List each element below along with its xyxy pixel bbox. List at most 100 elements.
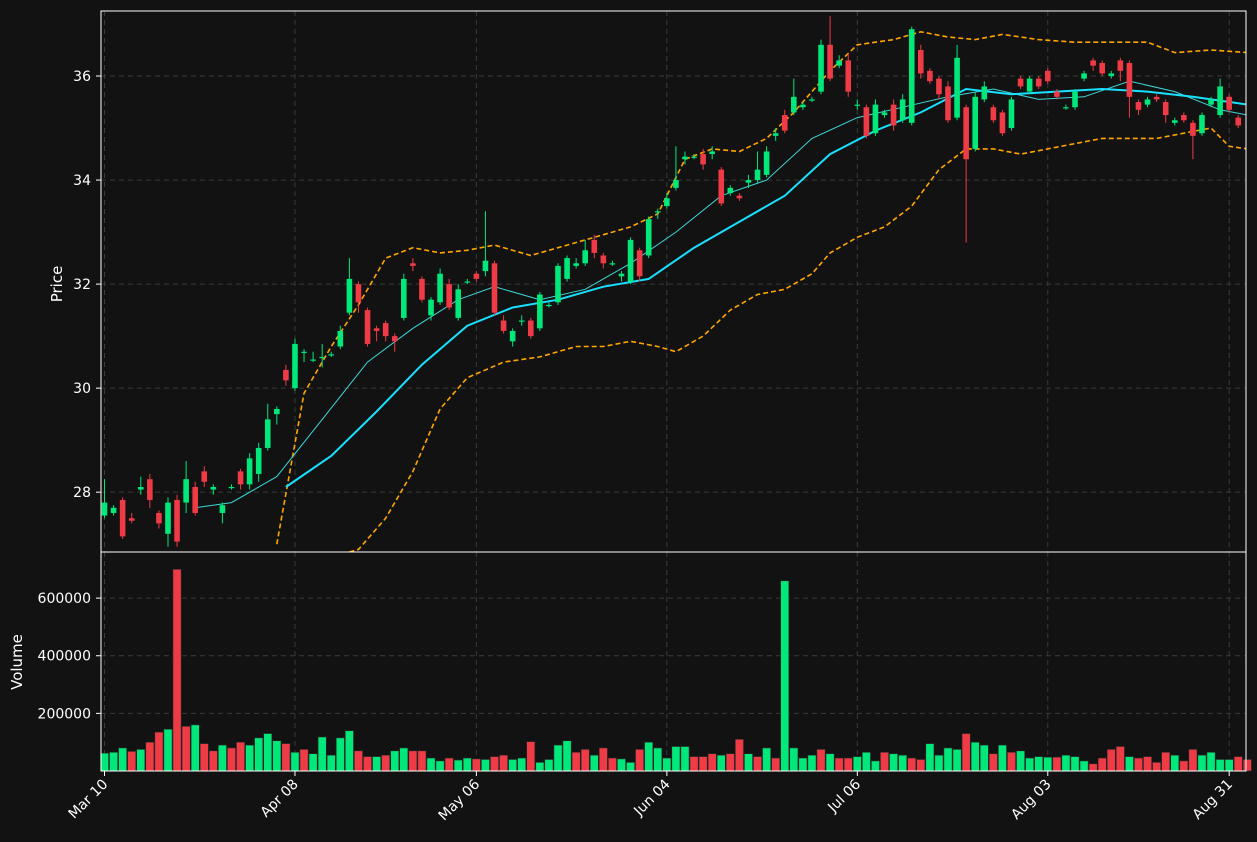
volume-bar [798, 757, 808, 772]
candle-body [491, 263, 498, 313]
volume-bar [181, 726, 191, 772]
volume-bar [1016, 750, 1025, 772]
candle-body [600, 255, 607, 264]
volume-bar [254, 737, 264, 772]
volume-bar [689, 756, 699, 772]
candle-body [818, 44, 824, 92]
candle-body [682, 156, 688, 160]
candle-body [355, 284, 362, 303]
candle-body [264, 419, 271, 448]
volume-bar [1061, 754, 1071, 772]
volume-bar [707, 753, 717, 772]
volume-bar [698, 756, 708, 772]
candle-body [591, 239, 598, 253]
candle-body [391, 336, 398, 342]
candle-body [800, 104, 806, 108]
candle-body [908, 29, 915, 123]
candle-body [1026, 78, 1033, 92]
price-tick-label: 28 [73, 485, 91, 501]
candle-body [500, 320, 507, 331]
candle-body [283, 369, 289, 381]
candle-body [627, 239, 634, 282]
volume-bar [580, 749, 590, 772]
volume-bar [272, 740, 282, 772]
volume-bar [589, 754, 599, 772]
candle-body [509, 330, 516, 342]
volume-bar [852, 756, 862, 772]
candle-body [137, 486, 144, 490]
candle-body [401, 278, 407, 318]
volume-bar [1152, 762, 1162, 772]
candle-body [301, 351, 307, 353]
candle-body [174, 499, 180, 542]
volume-bar [245, 744, 255, 772]
candle-body [156, 512, 162, 524]
candle-body [736, 195, 743, 199]
candle-body [446, 284, 452, 308]
candle-body [1144, 99, 1151, 105]
volume-bars [100, 568, 1252, 772]
volume-bar [453, 759, 463, 772]
candle-body [691, 156, 697, 158]
volume-bar [263, 733, 273, 772]
candle-body [1090, 60, 1096, 66]
candle-body [918, 50, 924, 74]
candle-body [618, 273, 625, 277]
candle-body [845, 60, 852, 92]
volume-bar [1043, 756, 1053, 772]
candle-body [410, 263, 416, 266]
volume-bar [1052, 756, 1062, 772]
volume-bar [100, 752, 109, 772]
volume-bar [317, 736, 327, 772]
candle-body [1035, 78, 1042, 87]
candle-body [219, 505, 226, 513]
candle-body [1081, 73, 1087, 79]
sma-slow-line [285, 87, 1246, 488]
volume-bar [1224, 759, 1234, 772]
volume-bar [471, 758, 481, 772]
volume-bar [381, 754, 391, 772]
volume-bar [1115, 746, 1125, 772]
bollinger-lower-line [349, 127, 1246, 552]
candle-body [836, 60, 842, 66]
candle-body [1072, 91, 1078, 108]
volume-bar [553, 744, 563, 772]
volume-bar [880, 751, 889, 772]
candle-body [963, 107, 969, 160]
candle-body [1108, 73, 1115, 77]
volume-bar [1170, 754, 1180, 772]
candle-body [890, 104, 897, 126]
candle-body [310, 359, 316, 361]
candle-body [537, 294, 543, 329]
candle-body [872, 104, 879, 134]
volume-y-axis: 200000 400000 600000 [38, 591, 101, 722]
volume-bar [925, 743, 935, 772]
volume-bar [1206, 751, 1216, 772]
candle-body [1135, 102, 1142, 110]
candle-body [437, 273, 443, 303]
candle-body [1162, 102, 1169, 116]
volume-bar [372, 756, 381, 772]
volume-bar [644, 741, 654, 772]
volume-bar [290, 751, 300, 772]
volume-bar [1079, 760, 1089, 772]
volume-bar [1143, 756, 1152, 772]
volume-bar [1106, 749, 1116, 772]
volume-bar [571, 751, 581, 772]
candle-body [636, 250, 643, 277]
price-tick-label: 30 [73, 381, 91, 397]
volume-bar [508, 759, 518, 772]
candle-body [981, 86, 988, 100]
volume-axis-title: Volume [8, 634, 26, 690]
candle-body [555, 265, 561, 303]
candle-body [582, 250, 589, 264]
candle-body [482, 260, 489, 272]
volume-bar [163, 728, 173, 772]
volume-bar [1215, 759, 1225, 772]
volume-bar [145, 741, 155, 772]
volume-bar [408, 750, 418, 772]
volume-tick-label: 400000 [38, 649, 91, 665]
candle-body [546, 304, 552, 307]
volume-bar [499, 754, 508, 772]
price-tick-label: 36 [73, 69, 91, 85]
